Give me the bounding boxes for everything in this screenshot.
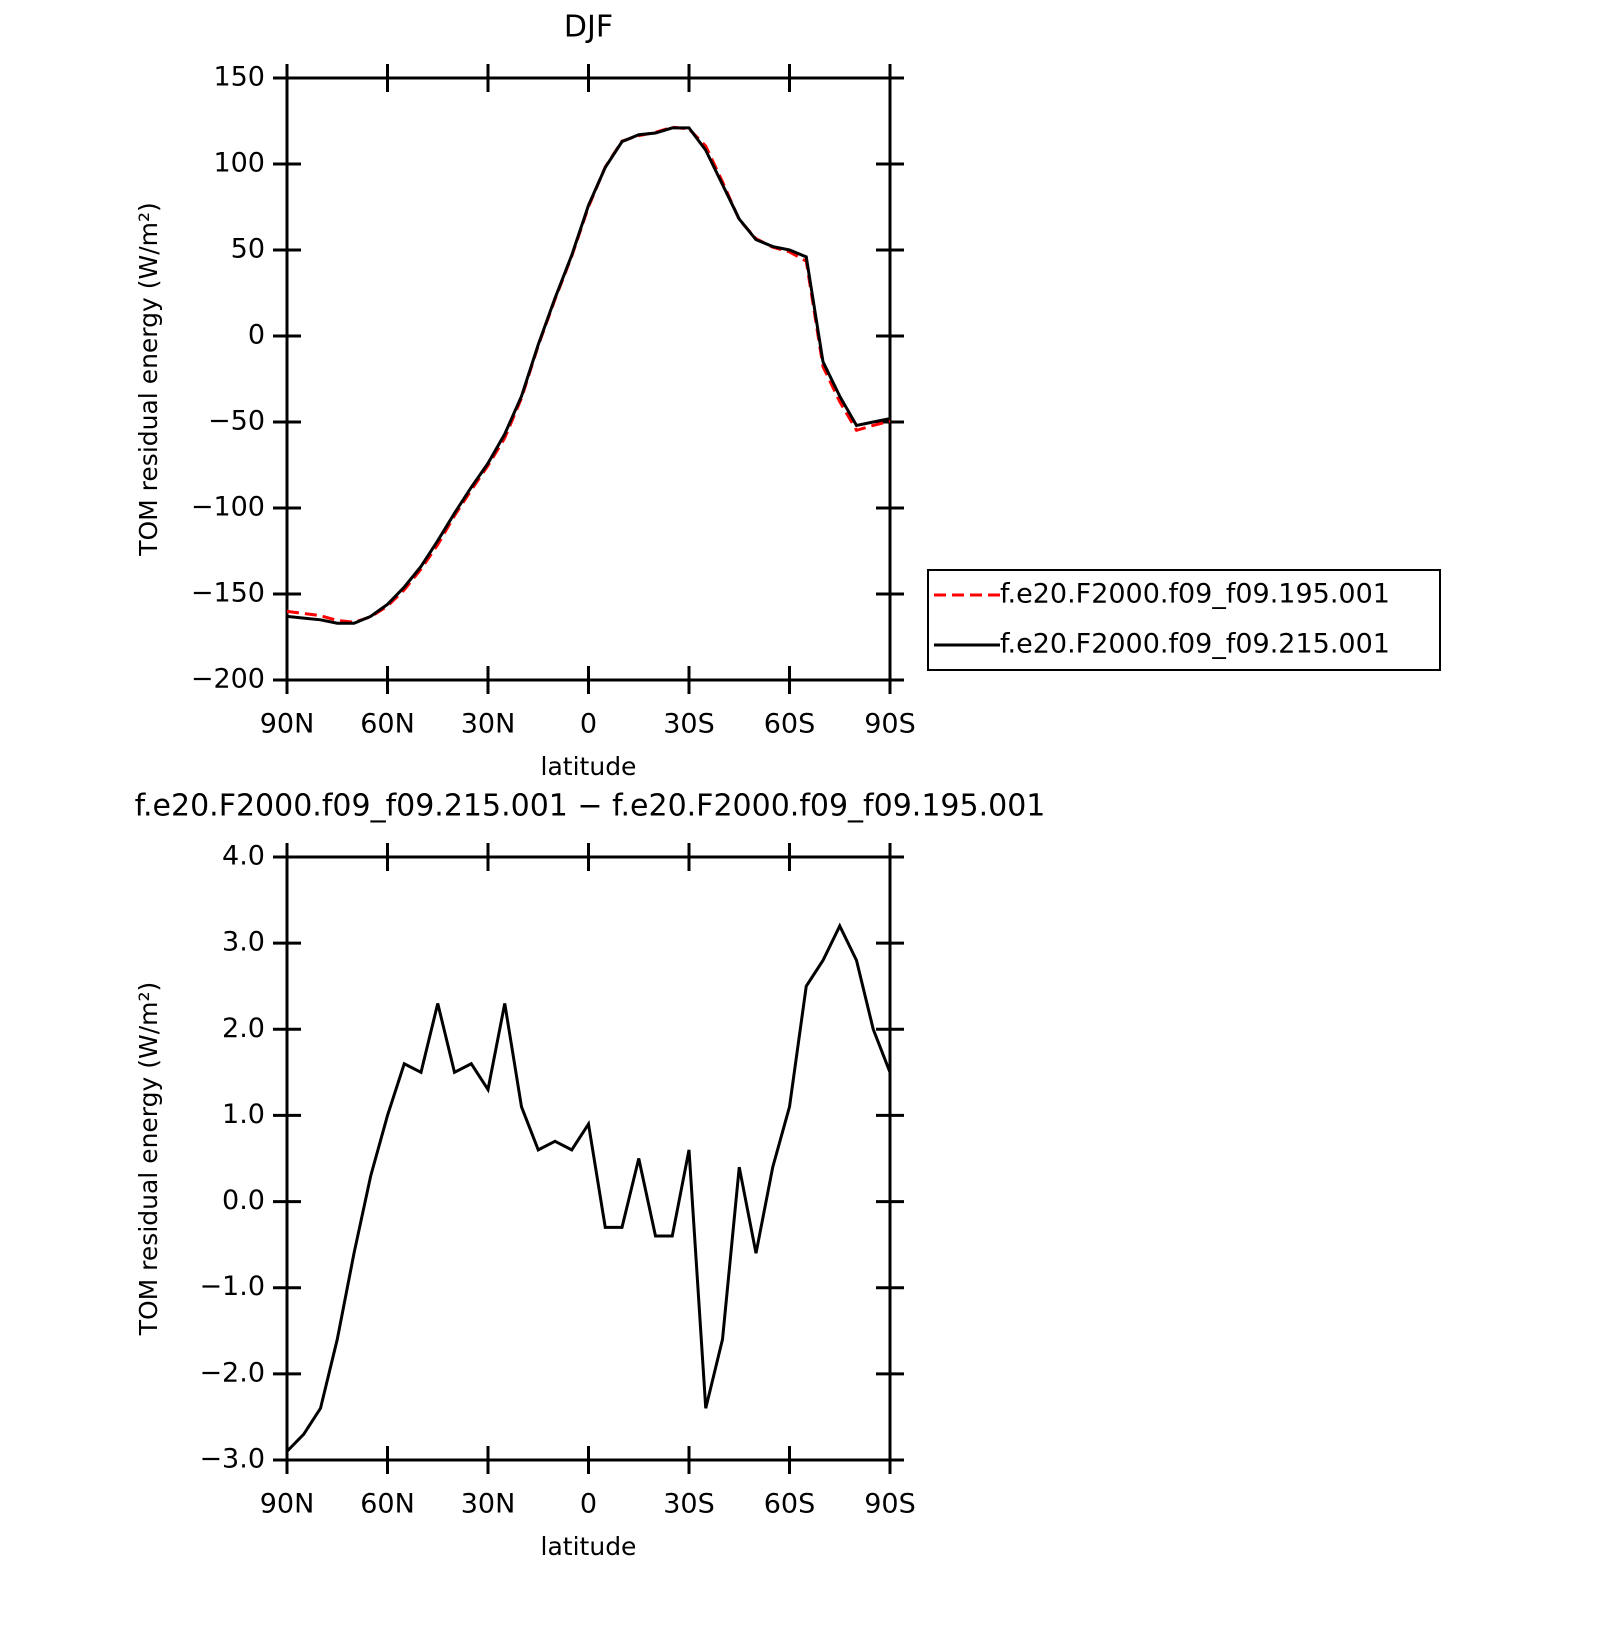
legend-box [927, 569, 1441, 671]
x-tick-label: 0 [580, 1489, 597, 1520]
x-tick-label: 30N [461, 709, 516, 740]
y-tick-label: 1.0 [222, 1099, 265, 1130]
y-tick-label: 2.0 [222, 1013, 265, 1044]
y-tick-label: 50 [231, 234, 265, 265]
y-tick-label: 3.0 [222, 927, 265, 958]
x-tick-label: 60N [360, 709, 415, 740]
y-tick-label: −150 [191, 578, 265, 609]
x-tick-label: 90N [260, 709, 315, 740]
data-line [286, 125, 891, 624]
legend-label: f.e20.F2000.f09_f09.195.001 [1000, 579, 1390, 610]
x-tick-label: 0 [580, 709, 597, 740]
x-tick-label: 60S [764, 1489, 816, 1520]
chart-title: f.e20.F2000.f09_f09.215.001 − f.e20.F200… [135, 789, 1046, 824]
x-tick-label: 90S [864, 1489, 916, 1520]
data-line [286, 126, 891, 625]
y-tick-label: −2.0 [199, 1357, 265, 1388]
x-tick-label: 30S [663, 1489, 715, 1520]
x-tick-label: 60S [764, 709, 816, 740]
x-axis-label: latitude [541, 752, 637, 781]
x-tick-label: 90S [864, 709, 916, 740]
y-axis-label: TOM residual energy (W/m²) [134, 202, 163, 557]
x-tick-label: 30N [461, 1489, 516, 1520]
y-tick-label: −200 [191, 664, 265, 695]
x-tick-label: 30S [663, 709, 715, 740]
plot-frame [285, 76, 892, 682]
chart-title: DJF [564, 10, 613, 45]
y-tick-label: 0 [248, 320, 265, 351]
plot-frame [285, 855, 892, 1462]
y-tick-label: −50 [208, 406, 265, 437]
y-tick-label: 150 [213, 62, 265, 93]
y-tick-label: −100 [191, 492, 265, 523]
legend-label: f.e20.F2000.f09_f09.215.001 [1000, 629, 1390, 660]
y-tick-label: 4.0 [222, 841, 265, 872]
y-tick-label: 100 [213, 148, 265, 179]
data-line [285, 922, 892, 1453]
y-tick-label: −3.0 [199, 1444, 265, 1475]
y-axis-label: TOM residual energy (W/m²) [134, 982, 163, 1337]
y-tick-label: 0.0 [222, 1185, 265, 1216]
x-tick-label: 60N [360, 1489, 415, 1520]
y-tick-label: −1.0 [199, 1271, 265, 1302]
x-tick-label: 90N [260, 1489, 315, 1520]
x-axis-label: latitude [541, 1532, 637, 1561]
